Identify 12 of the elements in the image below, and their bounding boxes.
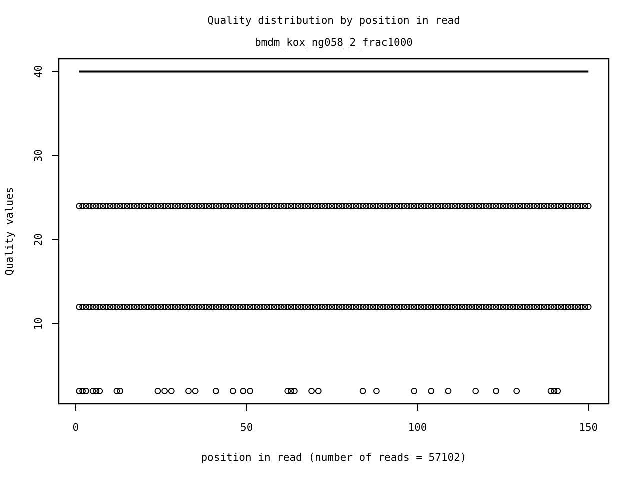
x-tick-label: 0 (72, 422, 80, 434)
chart-title: Quality distribution by position in read (208, 15, 460, 27)
y-tick-label: 10 (33, 318, 45, 330)
x-tick-label: 150 (579, 422, 598, 434)
x-axis-title: position in read (number of reads = 57102) (201, 452, 467, 464)
y-axis-title: Quality values (4, 187, 16, 276)
y-tick-label: 30 (33, 150, 45, 162)
chart-subtitle: bmdm_kox_ng058_2_frac1000 (254, 37, 414, 49)
x-tick-label: 50 (240, 422, 254, 434)
x-tick-label: 100 (408, 422, 428, 434)
y-tick-label: 40 (33, 65, 45, 78)
y-tick-label: 20 (33, 234, 45, 246)
